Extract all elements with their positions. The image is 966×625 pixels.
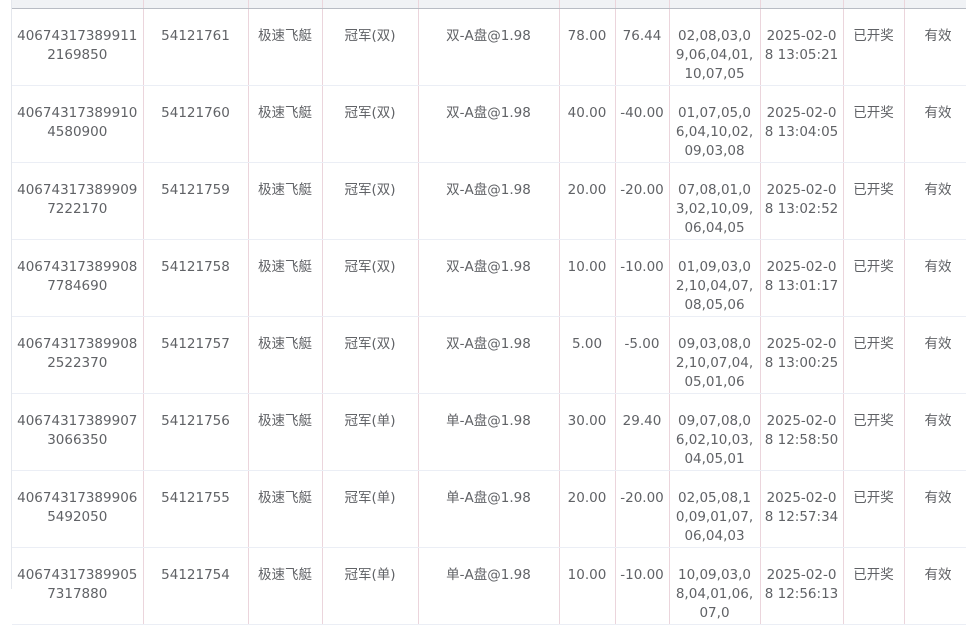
issue-cell: 54121760 [143,85,249,163]
bet-content-cell: 单-A盘@1.98 [418,393,560,471]
play-cell: 冠军(单) [322,547,419,625]
bet-content-cell: 单-A盘@1.98 [418,470,560,548]
time-cell: 2025-02-08 12:57:34 [760,470,844,548]
draw-result-cell: 01,07,05,06,04,10,02,09,03,08 [669,85,761,163]
amount-cell: 40.00 [559,85,616,163]
table-row: 406743173899073066350 54121756 极速飞艇 冠军(单) 单-… [12,393,966,471]
bet-records-table: 406743173899112169850 54121761 极速飞艇 冠军(双) 双-… [12,0,966,625]
table-row: 406743173899112169850 54121761 极速飞艇 冠军(双) 双-… [12,8,966,86]
valid-status-cell: 有效 [904,470,966,548]
game-cell: 极速飞艇 [248,393,323,471]
game-cell: 极速飞艇 [248,239,323,317]
time-cell: 2025-02-08 12:56:13 [760,547,844,625]
table-header-strip [12,0,966,9]
time-cell: 2025-02-08 12:58:50 [760,393,844,471]
play-cell: 冠军(单) [322,470,419,548]
draw-status-cell: 已开奖 [843,316,905,394]
profit-cell: -40.00 [615,85,670,163]
valid-status-cell: 有效 [904,162,966,240]
profit-cell: -10.00 [615,547,670,625]
game-cell: 极速飞艇 [248,85,323,163]
valid-status-cell: 有效 [904,316,966,394]
left-gutter [0,0,12,589]
draw-status-cell: 已开奖 [843,85,905,163]
table-row: 406743173899104580900 54121760 极速飞艇 冠军(双) 双-… [12,85,966,163]
issue-cell: 54121759 [143,162,249,240]
order-id-cell: 406743173899097222170 [12,162,144,240]
issue-cell: 54121761 [143,8,249,86]
draw-result-cell: 07,08,01,03,02,10,09,06,04,05 [669,162,761,240]
play-cell: 冠军(双) [322,162,419,240]
draw-result-cell: 09,03,08,02,10,07,04,05,01,06 [669,316,761,394]
play-cell: 冠军(双) [322,239,419,317]
game-cell: 极速飞艇 [248,547,323,625]
draw-status-cell: 已开奖 [843,393,905,471]
valid-status-cell: 有效 [904,239,966,317]
draw-result-cell: 10,09,03,08,04,01,06,07,0 [669,547,761,625]
amount-cell: 78.00 [559,8,616,86]
draw-result-cell: 01,09,03,02,10,04,07,08,05,06 [669,239,761,317]
order-id-cell: 406743173899112169850 [12,8,144,86]
draw-status-cell: 已开奖 [843,162,905,240]
play-cell: 冠军(双) [322,316,419,394]
issue-cell: 54121756 [143,393,249,471]
profit-cell: 76.44 [615,8,670,86]
play-cell: 冠军(双) [322,8,419,86]
amount-cell: 30.00 [559,393,616,471]
amount-cell: 10.00 [559,547,616,625]
bet-content-cell: 双-A盘@1.98 [418,162,560,240]
order-id-cell: 406743173899087784690 [12,239,144,317]
profit-cell: -20.00 [615,470,670,548]
play-cell: 冠军(单) [322,393,419,471]
game-cell: 极速飞艇 [248,8,323,86]
bet-content-cell: 双-A盘@1.98 [418,239,560,317]
amount-cell: 10.00 [559,239,616,317]
order-id-cell: 406743173899065492050 [12,470,144,548]
profit-cell: -5.00 [615,316,670,394]
amount-cell: 5.00 [559,316,616,394]
draw-result-cell: 02,05,08,10,09,01,07,06,04,03 [669,470,761,548]
time-cell: 2025-02-08 13:02:52 [760,162,844,240]
order-id-cell: 406743173899057317880 [12,547,144,625]
draw-result-cell: 02,08,03,09,06,04,01,10,07,05 [669,8,761,86]
time-cell: 2025-02-08 13:04:05 [760,85,844,163]
draw-result-cell: 09,07,08,06,02,10,03,04,05,01 [669,393,761,471]
amount-cell: 20.00 [559,470,616,548]
table-row: 406743173899057317880 54121754 极速飞艇 冠军(单) 单-… [12,547,966,625]
draw-status-cell: 已开奖 [843,547,905,625]
game-cell: 极速飞艇 [248,316,323,394]
profit-cell: 29.40 [615,393,670,471]
valid-status-cell: 有效 [904,85,966,163]
order-id-cell: 406743173899073066350 [12,393,144,471]
order-id-cell: 406743173899082522370 [12,316,144,394]
profit-cell: -10.00 [615,239,670,317]
bet-content-cell: 双-A盘@1.98 [418,8,560,86]
draw-status-cell: 已开奖 [843,470,905,548]
draw-status-cell: 已开奖 [843,8,905,86]
table-row: 406743173899082522370 54121757 极速飞艇 冠军(双) 双-… [12,316,966,394]
table-row: 406743173899087784690 54121758 极速飞艇 冠军(双) 双-… [12,239,966,317]
profit-cell: -20.00 [615,162,670,240]
amount-cell: 20.00 [559,162,616,240]
issue-cell: 54121754 [143,547,249,625]
time-cell: 2025-02-08 13:01:17 [760,239,844,317]
table-row: 406743173899065492050 54121755 极速飞艇 冠军(单) 单-… [12,470,966,548]
bet-content-cell: 单-A盘@1.98 [418,547,560,625]
issue-cell: 54121758 [143,239,249,317]
table-row: 406743173899097222170 54121759 极速飞艇 冠军(双) 双-… [12,162,966,240]
game-cell: 极速飞艇 [248,470,323,548]
valid-status-cell: 有效 [904,8,966,86]
order-id-cell: 406743173899104580900 [12,85,144,163]
valid-status-cell: 有效 [904,547,966,625]
bet-content-cell: 双-A盘@1.98 [418,85,560,163]
issue-cell: 54121755 [143,470,249,548]
play-cell: 冠军(双) [322,85,419,163]
issue-cell: 54121757 [143,316,249,394]
valid-status-cell: 有效 [904,393,966,471]
game-cell: 极速飞艇 [248,162,323,240]
time-cell: 2025-02-08 13:05:21 [760,8,844,86]
bet-content-cell: 双-A盘@1.98 [418,316,560,394]
draw-status-cell: 已开奖 [843,239,905,317]
time-cell: 2025-02-08 13:00:25 [760,316,844,394]
